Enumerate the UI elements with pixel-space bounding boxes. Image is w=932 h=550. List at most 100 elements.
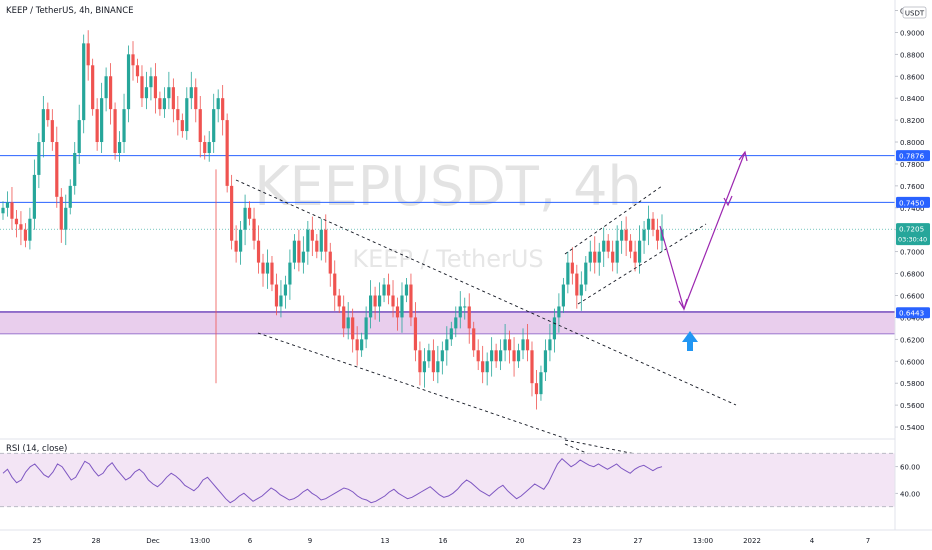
candle-down (315, 240, 319, 252)
candle-down (606, 240, 610, 252)
candle-up (602, 240, 606, 252)
rsi-label: RSI (14, close) (6, 444, 67, 454)
candle-up (265, 262, 270, 274)
candle-up (427, 350, 431, 362)
symbol-title: KEEP / TetherUS, 4h, BINANCE (6, 6, 134, 16)
candle-down (310, 229, 314, 241)
y-tick-label: 0.6200 (900, 336, 925, 344)
candle-down (176, 109, 180, 121)
candle-down (194, 87, 198, 110)
candle-up (490, 350, 494, 362)
candle-up (346, 317, 350, 329)
x-tick-label: 25 (33, 537, 42, 545)
candle-up (543, 350, 548, 373)
candle-down (59, 196, 63, 230)
candle-up (212, 109, 216, 143)
y-tick-label: 0.5400 (900, 424, 925, 432)
candle-up (597, 251, 601, 263)
candle-down (247, 207, 252, 219)
candle-up (539, 372, 543, 395)
candle-up (360, 339, 364, 351)
candle-up (28, 218, 32, 241)
y-tick-label: 0.5800 (900, 380, 925, 388)
candle-up (122, 109, 126, 143)
candle-down (355, 339, 359, 351)
candle-down (297, 240, 301, 263)
candle-up (516, 350, 521, 362)
candle-up (64, 207, 68, 230)
candle-down (86, 43, 90, 66)
candle-down (91, 65, 95, 110)
x-tick-label: 16 (439, 537, 448, 545)
candle-down (611, 251, 615, 263)
currency-badge[interactable]: USDT (902, 6, 927, 19)
candle-up (566, 262, 570, 285)
candle-down (629, 240, 633, 252)
x-tick-label: 28 (92, 537, 101, 545)
candle-down (333, 273, 337, 296)
trendline (235, 179, 737, 406)
candle-up (306, 229, 310, 252)
candle-down (261, 262, 265, 274)
candle-down (476, 350, 480, 362)
projection-arrowhead-low (678, 298, 688, 311)
candle-up (369, 295, 373, 318)
candle-up (436, 361, 440, 373)
candle-down (342, 306, 346, 329)
price-label-box (896, 150, 930, 162)
x-tick-label: 7 (866, 537, 870, 545)
candle-down (270, 262, 274, 285)
candle-up (557, 306, 561, 318)
rsi-tick-label: 60.00 (900, 464, 920, 472)
candle-up (292, 240, 296, 263)
candle-up (144, 87, 149, 99)
candle-up (167, 87, 171, 99)
y-tick-label: 0.7000 (900, 249, 925, 257)
y-tick-label: 0.7600 (900, 183, 925, 191)
candle-down (472, 328, 476, 351)
candle-down (252, 218, 256, 241)
candle-up (364, 317, 368, 340)
y-tick-label: 0.9000 (900, 29, 925, 37)
candle-down (534, 383, 539, 395)
y-tick-label: 0.8400 (900, 95, 925, 103)
candle-down (512, 350, 516, 362)
candle-down (153, 76, 158, 99)
candle-up (637, 240, 642, 263)
candle-up (458, 306, 462, 318)
candle-down (108, 76, 113, 110)
trendline (257, 332, 571, 441)
candle-down (651, 218, 655, 230)
y-tick-label: 0.6800 (900, 271, 925, 279)
candle-down (525, 339, 530, 351)
candle-up (377, 295, 382, 307)
currency-label: USDT (905, 10, 925, 18)
candle-down (655, 229, 660, 241)
candle-down (95, 109, 99, 143)
candle-down (131, 54, 135, 66)
y-tick-label: 0.8200 (900, 117, 925, 125)
y-tick-label: 0.6600 (900, 292, 925, 300)
time-axis[interactable]: 25 28 Dec 13:00 6 9 13 16 20 23 27 13:00 2022 4 7 (33, 537, 871, 545)
candle-up (485, 361, 489, 373)
candle-up (584, 262, 588, 285)
price-label-box (896, 196, 930, 208)
candle-down (431, 350, 435, 373)
rsi-line (2, 457, 663, 504)
x-tick-label: 20 (516, 537, 525, 545)
candle-up (283, 284, 288, 296)
candle-up (454, 317, 458, 329)
x-tick-label: 27 (634, 537, 643, 545)
candle-up (1, 207, 5, 214)
candle-up (189, 87, 193, 99)
candle-up (400, 295, 404, 318)
candle-up (499, 350, 503, 362)
candle-down (19, 224, 23, 230)
x-tick-label: 13:00 (190, 537, 210, 545)
candle-down (494, 350, 498, 362)
candle-down (507, 339, 512, 351)
price-labels: 0.7876 0.7450 0.6443 0.7205 03:30:40 (896, 150, 930, 319)
x-tick-label: 13:00 (693, 537, 713, 545)
candle-down (46, 109, 50, 121)
